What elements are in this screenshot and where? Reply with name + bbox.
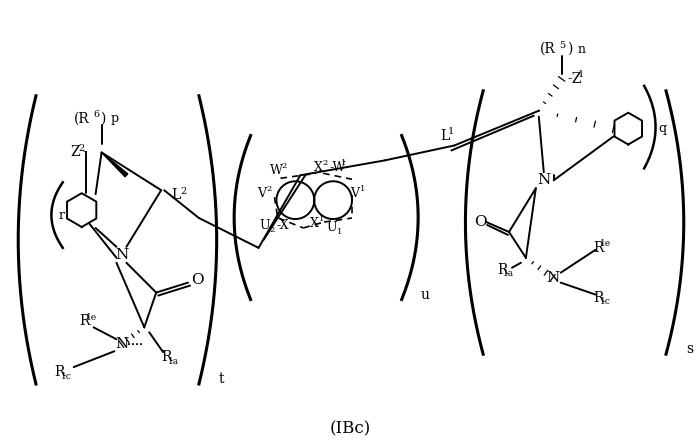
Text: 1e: 1e bbox=[600, 240, 611, 249]
Text: s: s bbox=[686, 342, 693, 356]
Text: 1a: 1a bbox=[168, 357, 179, 366]
Text: (R: (R bbox=[540, 42, 556, 56]
Text: 1c: 1c bbox=[62, 371, 72, 380]
Text: (R: (R bbox=[74, 112, 89, 126]
Text: R: R bbox=[593, 291, 604, 304]
Text: R: R bbox=[55, 365, 65, 379]
Text: u: u bbox=[421, 287, 430, 302]
Text: N: N bbox=[546, 271, 559, 285]
Text: R: R bbox=[161, 350, 171, 364]
Text: X: X bbox=[310, 216, 319, 229]
Text: t: t bbox=[219, 372, 224, 386]
Text: 2: 2 bbox=[282, 162, 287, 170]
Text: -X: -X bbox=[277, 219, 289, 232]
Text: 1: 1 bbox=[341, 160, 347, 167]
Text: 1: 1 bbox=[577, 71, 584, 80]
Text: O: O bbox=[474, 215, 487, 229]
Text: R: R bbox=[593, 241, 604, 255]
Text: p: p bbox=[110, 112, 119, 125]
Text: 1e: 1e bbox=[86, 313, 97, 322]
Text: 2: 2 bbox=[322, 160, 328, 167]
Text: ): ) bbox=[99, 112, 105, 126]
Text: L: L bbox=[171, 188, 181, 202]
Text: (IBc): (IBc) bbox=[329, 420, 370, 437]
Text: V: V bbox=[257, 187, 266, 200]
Polygon shape bbox=[101, 152, 128, 177]
Text: V: V bbox=[350, 187, 359, 200]
Text: O: O bbox=[191, 273, 203, 287]
Text: N: N bbox=[115, 248, 128, 262]
Text: -: - bbox=[82, 145, 87, 160]
Text: L: L bbox=[440, 129, 449, 143]
Text: n: n bbox=[577, 42, 586, 55]
Text: N: N bbox=[115, 337, 128, 351]
Text: 1: 1 bbox=[319, 215, 324, 223]
Text: 2: 2 bbox=[267, 185, 272, 193]
Text: ••••: •••• bbox=[127, 341, 143, 349]
Text: 2: 2 bbox=[270, 226, 275, 234]
Text: X: X bbox=[314, 161, 323, 174]
Text: 1: 1 bbox=[448, 127, 454, 136]
Text: -Z: -Z bbox=[568, 72, 582, 86]
Text: ): ) bbox=[567, 42, 572, 56]
Text: W: W bbox=[270, 164, 283, 177]
Text: 1: 1 bbox=[360, 185, 366, 193]
Text: R: R bbox=[80, 314, 90, 329]
Text: r: r bbox=[59, 209, 65, 222]
Text: -W: -W bbox=[329, 161, 345, 174]
Text: N: N bbox=[537, 173, 550, 187]
Text: R: R bbox=[497, 263, 507, 277]
Text: 1: 1 bbox=[338, 228, 343, 236]
Text: U: U bbox=[259, 219, 270, 232]
Text: 5: 5 bbox=[560, 41, 565, 50]
Text: 1c: 1c bbox=[600, 297, 611, 306]
Text: 1a: 1a bbox=[503, 269, 514, 278]
Text: 2: 2 bbox=[180, 187, 186, 196]
Text: Z: Z bbox=[70, 145, 80, 160]
Text: U: U bbox=[327, 221, 338, 235]
Text: 2: 2 bbox=[78, 144, 85, 153]
Text: q: q bbox=[658, 122, 666, 135]
Text: 6: 6 bbox=[94, 110, 100, 119]
